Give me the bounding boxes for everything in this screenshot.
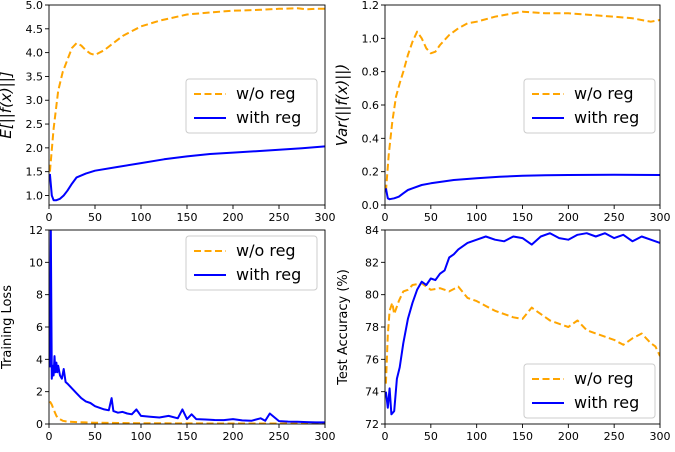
x-tick-label: 150 [512,430,533,443]
y-tick-label: 74 [365,386,379,399]
x-tick-label: 50 [424,430,438,443]
y-tick-label: 0.8 [362,66,380,79]
x-tick-label: 300 [315,211,336,224]
series-wo-reg-line [49,7,325,172]
x-tick-label: 100 [131,430,152,443]
y-tick-label: 0 [36,418,43,431]
series-wo-reg-line [49,400,325,424]
series-with-reg-line [385,232,660,416]
x-tick-label: 0 [382,430,389,443]
legend-box [523,78,656,134]
x-tick-label: 200 [223,430,244,443]
legend-label: with reg [574,393,639,412]
y-tick-label: 12 [29,224,43,237]
y-tick-label: 78 [365,321,379,334]
chart-panel-top-right: 0 50 100 150 200 250 300 0.0 0.2 0.4 0.6 0.8 1.0 1.2 V… [333,0,671,224]
y-axis-label: Training Loss [0,285,15,370]
legend: w/o reg with reg [523,363,656,419]
y-tick-label: 82 [365,256,379,269]
x-tick-label: 150 [177,430,198,443]
legend-label: with reg [574,108,639,127]
legend-box [185,235,318,291]
y-tick-label: 1.0 [26,189,44,202]
series-with-reg-line [385,173,660,201]
legend-label: w/o reg [574,369,634,388]
legend-label: with reg [236,265,301,284]
x-tick-label: 100 [131,211,152,224]
legend-box [185,78,318,134]
series-with-reg-line [49,145,325,202]
series-with-reg-line [49,230,325,424]
y-tick-label: 8 [36,289,43,302]
y-tick-label: 0.6 [362,99,380,112]
y-tick-label: 2 [36,386,43,399]
x-tick-label: 250 [604,430,625,443]
x-tick-label: 150 [512,211,533,224]
x-tick-label: 250 [269,430,290,443]
legend: w/o reg with reg [185,235,318,291]
x-tick-label: 100 [466,430,487,443]
x-tick-label: 300 [315,430,336,443]
y-tick-label: 3.0 [26,94,44,107]
x-tick-label: 0 [46,430,53,443]
legend: w/o reg with reg [185,78,318,134]
y-axis-label: Var(||f(x)||) [333,64,351,146]
y-axis-label: E[||f(x)||] [0,71,15,138]
chart-panel-bottom-left: 0 50 100 150 200 250 300 0 2 4 6 8 10 12 Training Loss… [0,224,336,443]
y-axis-label: Test Accuracy (%) [336,269,351,386]
y-tick-label: 0.2 [362,166,380,179]
x-tick-label: 100 [466,211,487,224]
y-tick-label: 3.5 [26,70,44,83]
chart-panel-bottom-right: 0 50 100 150 200 250 300 72 74 76 78 80 82 84 Test Acc… [336,224,671,443]
y-tick-label: 76 [365,353,379,366]
y-tick-label: 4.5 [26,23,44,36]
chart-panel-top-left: 0 50 100 150 200 250 300 1.0 1.5 2.0 2.5 3.0 3.5 4.0 4… [0,0,336,224]
legend-label: w/o reg [574,84,634,103]
legend-label: w/o reg [236,84,296,103]
legend: w/o reg with reg [523,78,656,134]
x-tick-label: 50 [88,211,102,224]
y-tick-label: 6 [36,321,43,334]
x-tick-label: 250 [604,211,625,224]
y-tick-label: 2.0 [26,142,44,155]
series-wo-reg-line [385,282,660,384]
y-tick-label: 0.0 [362,199,380,212]
legend-label: with reg [236,108,301,127]
y-tick-label: 1.2 [362,0,380,12]
y-tick-label: 1.0 [362,32,380,45]
x-tick-label: 50 [424,211,438,224]
x-tick-label: 300 [650,430,671,443]
y-tick-label: 80 [365,289,379,302]
legend-box [523,363,656,419]
y-tick-label: 4 [36,353,43,366]
x-tick-label: 50 [88,430,102,443]
y-tick-label: 5.0 [26,0,44,12]
y-tick-label: 0.4 [362,132,380,145]
x-tick-label: 0 [382,211,389,224]
x-tick-label: 200 [558,211,579,224]
x-tick-label: 300 [650,211,671,224]
x-tick-label: 0 [46,211,53,224]
series-wo-reg-line [385,10,660,192]
y-tick-label: 4.0 [26,47,44,60]
y-tick-label: 84 [365,224,379,237]
x-tick-label: 200 [223,211,244,224]
x-tick-label: 150 [177,211,198,224]
x-tick-label: 200 [558,430,579,443]
y-tick-label: 10 [29,256,43,269]
y-tick-label: 2.5 [26,118,44,131]
x-tick-label: 250 [269,211,290,224]
y-tick-label: 72 [365,418,379,431]
y-tick-label: 1.5 [26,166,44,179]
legend-label: w/o reg [236,241,296,260]
